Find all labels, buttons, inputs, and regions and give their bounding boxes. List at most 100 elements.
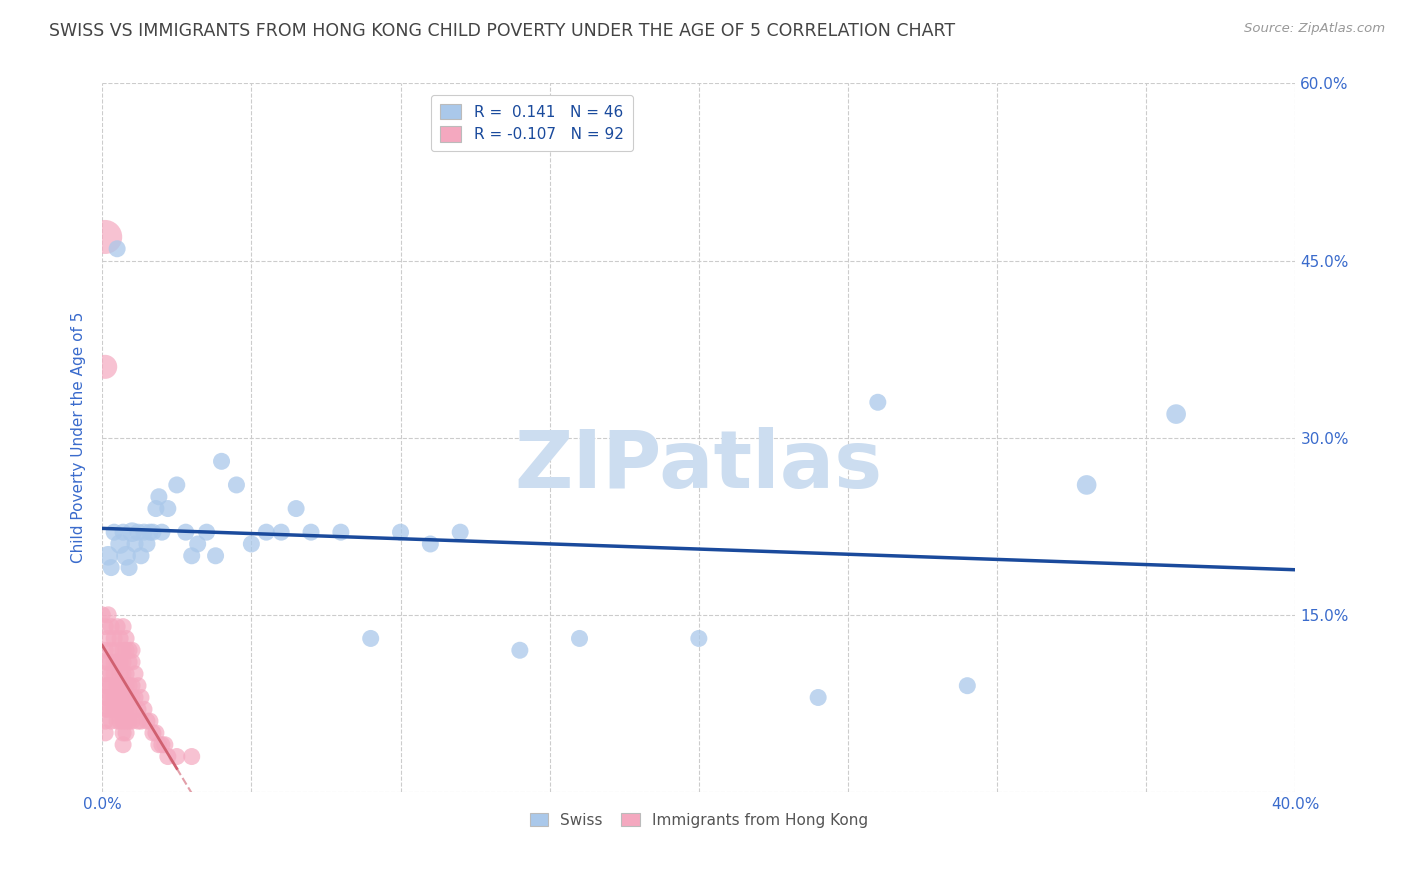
- Point: [166, 749, 188, 764]
- Point: [105, 242, 128, 256]
- Point: [112, 679, 135, 693]
- Point: [129, 690, 152, 705]
- Point: [112, 690, 135, 705]
- Point: [419, 537, 441, 551]
- Point: [97, 549, 120, 563]
- Point: [1166, 407, 1188, 421]
- Point: [270, 525, 292, 540]
- Point: [124, 537, 146, 551]
- Point: [108, 655, 131, 669]
- Point: [94, 714, 117, 728]
- Point: [108, 690, 131, 705]
- Point: [108, 666, 131, 681]
- Point: [94, 690, 117, 705]
- Point: [139, 525, 162, 540]
- Point: [153, 738, 176, 752]
- Point: [108, 537, 131, 551]
- Point: [127, 679, 149, 693]
- Point: [142, 726, 165, 740]
- Point: [121, 714, 143, 728]
- Point: [254, 525, 277, 540]
- Point: [148, 738, 170, 752]
- Point: [299, 525, 322, 540]
- Point: [115, 643, 138, 657]
- Point: [136, 714, 159, 728]
- Point: [121, 643, 143, 657]
- Point: [156, 749, 179, 764]
- Point: [94, 359, 117, 374]
- Point: [97, 655, 120, 669]
- Point: [145, 501, 167, 516]
- Point: [211, 454, 233, 468]
- Point: [121, 702, 143, 716]
- Point: [121, 679, 143, 693]
- Point: [112, 738, 135, 752]
- Point: [112, 620, 135, 634]
- Point: [115, 690, 138, 705]
- Point: [108, 632, 131, 646]
- Point: [105, 690, 128, 705]
- Point: [105, 702, 128, 716]
- Point: [97, 632, 120, 646]
- Point: [100, 714, 122, 728]
- Point: [129, 549, 152, 563]
- Point: [360, 632, 382, 646]
- Point: [103, 666, 125, 681]
- Point: [112, 643, 135, 657]
- Point: [118, 560, 141, 574]
- Point: [94, 655, 117, 669]
- Point: [148, 490, 170, 504]
- Point: [124, 690, 146, 705]
- Point: [103, 632, 125, 646]
- Text: SWISS VS IMMIGRANTS FROM HONG KONG CHILD POVERTY UNDER THE AGE OF 5 CORRELATION : SWISS VS IMMIGRANTS FROM HONG KONG CHILD…: [49, 22, 955, 40]
- Point: [142, 525, 165, 540]
- Text: Source: ZipAtlas.com: Source: ZipAtlas.com: [1244, 22, 1385, 36]
- Point: [329, 525, 352, 540]
- Point: [108, 702, 131, 716]
- Point: [112, 655, 135, 669]
- Point: [97, 702, 120, 716]
- Text: ZIPatlas: ZIPatlas: [515, 427, 883, 505]
- Point: [115, 714, 138, 728]
- Point: [118, 702, 141, 716]
- Point: [94, 620, 117, 634]
- Point: [105, 679, 128, 693]
- Point: [103, 655, 125, 669]
- Point: [195, 525, 218, 540]
- Point: [136, 537, 159, 551]
- Point: [121, 690, 143, 705]
- Point: [688, 632, 710, 646]
- Point: [112, 525, 135, 540]
- Legend: Swiss, Immigrants from Hong Kong: Swiss, Immigrants from Hong Kong: [523, 806, 875, 834]
- Point: [105, 620, 128, 634]
- Point: [132, 525, 155, 540]
- Point: [103, 525, 125, 540]
- Point: [100, 643, 122, 657]
- Point: [139, 714, 162, 728]
- Point: [129, 714, 152, 728]
- Point: [156, 501, 179, 516]
- Point: [240, 537, 263, 551]
- Point: [121, 525, 143, 540]
- Point: [118, 679, 141, 693]
- Point: [145, 726, 167, 740]
- Point: [204, 549, 226, 563]
- Point: [174, 525, 197, 540]
- Point: [509, 643, 531, 657]
- Point: [180, 549, 202, 563]
- Point: [187, 537, 209, 551]
- Y-axis label: Child Poverty Under the Age of 5: Child Poverty Under the Age of 5: [72, 312, 86, 564]
- Point: [108, 679, 131, 693]
- Point: [118, 655, 141, 669]
- Point: [1076, 478, 1098, 492]
- Point: [103, 702, 125, 716]
- Point: [118, 714, 141, 728]
- Point: [100, 679, 122, 693]
- Point: [91, 607, 114, 622]
- Point: [127, 525, 149, 540]
- Point: [568, 632, 591, 646]
- Point: [132, 702, 155, 716]
- Point: [115, 549, 138, 563]
- Point: [118, 643, 141, 657]
- Point: [108, 714, 131, 728]
